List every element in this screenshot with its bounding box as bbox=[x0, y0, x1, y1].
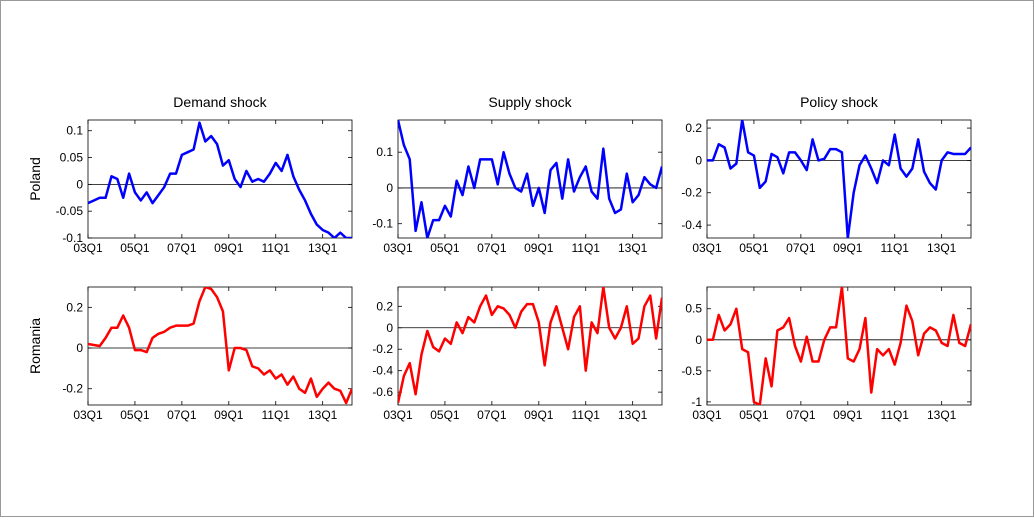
y-tick-label: 0 bbox=[386, 321, 393, 335]
y-tick-label: -0.1 bbox=[372, 217, 393, 231]
panel-title: Policy shock bbox=[800, 94, 879, 110]
x-tick-label: 07Q1 bbox=[477, 408, 507, 422]
x-tick-label: 13Q1 bbox=[308, 241, 338, 255]
plot-frame bbox=[706, 119, 972, 239]
x-tick-label: 05Q1 bbox=[739, 241, 769, 255]
x-tick-label: 07Q1 bbox=[167, 408, 197, 422]
x-tick-label: 13Q1 bbox=[308, 408, 338, 422]
y-tick-label: 0 bbox=[76, 341, 83, 355]
x-tick-label: 11Q1 bbox=[880, 241, 909, 255]
x-tick-label: 11Q1 bbox=[880, 408, 909, 422]
x-tick-label: 13Q1 bbox=[927, 241, 957, 255]
plot-frame bbox=[706, 286, 972, 406]
y-tick-label: 0 bbox=[695, 153, 702, 167]
y-axis-label: Poland bbox=[27, 157, 43, 201]
x-tick-label: 11Q1 bbox=[261, 408, 290, 422]
y-tick-label: 0.05 bbox=[60, 151, 84, 165]
y-tick-label: 0.1 bbox=[66, 124, 83, 138]
y-tick-label: -0.4 bbox=[372, 364, 393, 378]
x-tick-label: 03Q1 bbox=[383, 241, 413, 255]
data-line bbox=[88, 121, 352, 238]
data-line bbox=[707, 287, 971, 405]
x-tick-label: 09Q1 bbox=[524, 408, 554, 422]
x-tick-label: 13Q1 bbox=[927, 408, 957, 422]
y-tick-label: -0.2 bbox=[681, 186, 702, 200]
y-tick-label: 0 bbox=[695, 333, 702, 347]
x-tick-label: 03Q1 bbox=[73, 241, 103, 255]
x-tick-label: 05Q1 bbox=[120, 408, 150, 422]
data-line bbox=[707, 120, 971, 238]
x-tick-label: 09Q1 bbox=[214, 241, 244, 255]
x-tick-label: 11Q1 bbox=[571, 241, 600, 255]
plot-frame bbox=[87, 286, 353, 406]
x-tick-label: 03Q1 bbox=[73, 408, 103, 422]
x-tick-label: 09Q1 bbox=[833, 241, 863, 255]
y-tick-label: 0.2 bbox=[685, 121, 702, 135]
y-tick-label: 0 bbox=[386, 181, 393, 195]
y-tick-label: 0.2 bbox=[376, 299, 393, 313]
data-line bbox=[88, 287, 352, 405]
x-tick-label: 07Q1 bbox=[786, 408, 816, 422]
x-tick-label: 05Q1 bbox=[120, 241, 150, 255]
panel-title: Demand shock bbox=[173, 94, 267, 110]
y-tick-label: 0 bbox=[76, 177, 83, 191]
x-tick-label: 07Q1 bbox=[167, 241, 197, 255]
y-tick-label: 0.5 bbox=[685, 302, 702, 316]
x-tick-label: 07Q1 bbox=[786, 241, 816, 255]
x-tick-label: 03Q1 bbox=[383, 408, 413, 422]
x-tick-label: 03Q1 bbox=[692, 408, 722, 422]
y-axis-label: Romania bbox=[27, 318, 43, 374]
x-tick-label: 09Q1 bbox=[214, 408, 244, 422]
plot-frame bbox=[397, 119, 663, 239]
x-tick-label: 07Q1 bbox=[477, 241, 507, 255]
y-tick-label: -0.5 bbox=[681, 364, 702, 378]
y-tick-label: 0.1 bbox=[376, 145, 393, 159]
x-tick-label: 03Q1 bbox=[692, 241, 722, 255]
panel-title: Supply shock bbox=[488, 94, 572, 110]
x-tick-label: 13Q1 bbox=[618, 408, 648, 422]
x-tick-label: 05Q1 bbox=[430, 408, 460, 422]
x-tick-label: 09Q1 bbox=[833, 408, 863, 422]
x-tick-label: 11Q1 bbox=[261, 241, 290, 255]
data-line bbox=[398, 120, 662, 238]
y-tick-label: -0.4 bbox=[681, 218, 702, 232]
x-tick-label: 05Q1 bbox=[739, 408, 769, 422]
y-tick-label: -1 bbox=[691, 395, 702, 409]
x-tick-label: 11Q1 bbox=[571, 408, 600, 422]
y-tick-label: -0.2 bbox=[62, 382, 83, 396]
x-tick-label: 13Q1 bbox=[618, 241, 648, 255]
plot-frame bbox=[87, 119, 353, 239]
data-line bbox=[398, 287, 662, 404]
x-tick-label: 05Q1 bbox=[430, 241, 460, 255]
x-tick-label: 09Q1 bbox=[524, 241, 554, 255]
y-tick-label: -0.1 bbox=[62, 231, 83, 245]
y-tick-label: 0.2 bbox=[66, 300, 83, 314]
y-tick-label: -0.05 bbox=[56, 204, 84, 218]
y-tick-label: -0.2 bbox=[372, 342, 393, 356]
y-tick-label: -0.6 bbox=[372, 385, 393, 399]
plot-frame bbox=[397, 286, 663, 406]
